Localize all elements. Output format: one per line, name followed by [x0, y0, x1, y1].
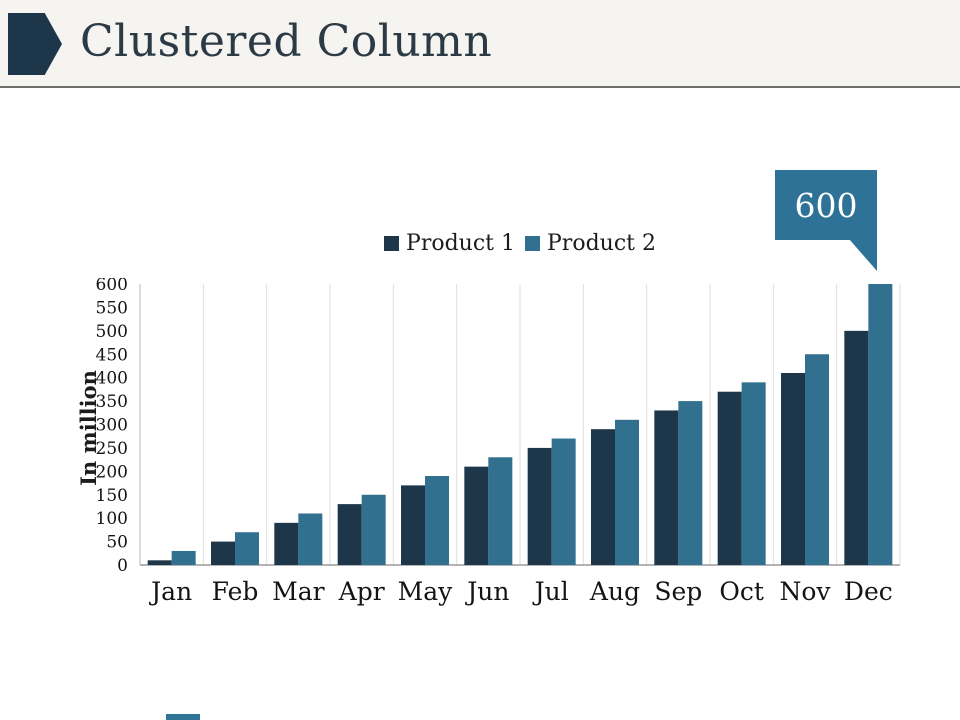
x-category-label: Feb	[212, 577, 259, 606]
bar-product-2-mar	[298, 513, 323, 565]
x-category-label: Oct	[719, 577, 764, 606]
x-category-label: Mar	[272, 577, 325, 606]
bar-product-1-sep	[654, 410, 679, 565]
bar-product-1-mar	[274, 522, 299, 565]
x-category-label: Nov	[779, 577, 831, 606]
bar-product-2-sep	[678, 401, 703, 565]
clustered-column-chart: 0 50 100 150 200 250 300 350 400 450 500 550 600 Jan F…	[96, 278, 901, 606]
y-tick-label: 50	[106, 533, 128, 553]
bar-product-1-oct	[717, 391, 742, 565]
y-tick-label: 500	[96, 322, 128, 342]
header-divider	[0, 86, 960, 88]
y-tick-label: 350	[96, 392, 128, 412]
x-category-label: Jan	[148, 577, 192, 606]
y-tick-label: 450	[96, 345, 128, 365]
legend-swatch-product-1	[384, 235, 400, 251]
y-tick-label: 250	[96, 439, 128, 459]
x-category-label: Dec	[844, 577, 893, 606]
y-tick-label: 0	[117, 556, 128, 576]
y-tick-label: 600	[96, 278, 128, 295]
header-arrow-icon	[8, 13, 62, 75]
y-tick-label: 100	[96, 509, 128, 529]
legend-item-product-1: Product 1	[384, 231, 515, 256]
data-callout: 600	[775, 170, 877, 240]
legend-item-product-2: Product 2	[525, 231, 656, 256]
y-tick-label: 300	[96, 416, 128, 436]
y-tick-label: 200	[96, 462, 128, 482]
bar-product-2-jan	[171, 550, 196, 565]
x-category-label: Sep	[654, 577, 702, 606]
x-category-label: Jul	[532, 577, 569, 606]
bar-product-2-jul	[551, 438, 576, 565]
legend-swatch-product-2	[525, 235, 540, 251]
data-callout-value: 600	[794, 185, 858, 225]
bar-product-2-nov	[805, 354, 829, 565]
x-category-label: Jun	[464, 577, 509, 606]
x-category-label: Aug	[589, 577, 640, 606]
x-category-label: May	[398, 577, 454, 606]
bar-product-1-dec	[844, 330, 869, 565]
bar-product-1-jan	[147, 560, 172, 565]
y-tick-label: 400	[96, 369, 128, 389]
x-category-label: Apr	[338, 577, 385, 606]
bar-product-1-may	[401, 485, 425, 565]
page-title: Clustered Column	[80, 16, 493, 67]
bar-product-1-apr	[337, 504, 362, 565]
y-tick-label: 550	[96, 298, 128, 318]
bar-product-2-dec	[868, 284, 893, 565]
bar-product-2-apr	[361, 494, 386, 565]
bar-product-2-aug	[615, 419, 639, 565]
bar-product-1-feb	[211, 541, 235, 565]
bar-product-2-oct	[741, 382, 766, 565]
bar-product-1-aug	[591, 429, 615, 565]
bar-product-2-may	[425, 476, 449, 565]
slide-header: Clustered Column	[0, 0, 960, 86]
legend-label-product-1: Product 1	[406, 230, 515, 256]
bar-product-2-feb	[235, 532, 259, 565]
bar-product-1-nov	[781, 372, 805, 565]
bar-product-2-jun	[488, 457, 513, 565]
bar-product-1-jun	[464, 466, 489, 565]
bar-product-1-jul	[527, 447, 552, 565]
y-tick-label: 150	[96, 486, 128, 506]
footer-accent	[166, 714, 200, 720]
chart-legend: Product 1 Product 2	[140, 228, 900, 258]
legend-label-product-2: Product 2	[547, 230, 656, 256]
